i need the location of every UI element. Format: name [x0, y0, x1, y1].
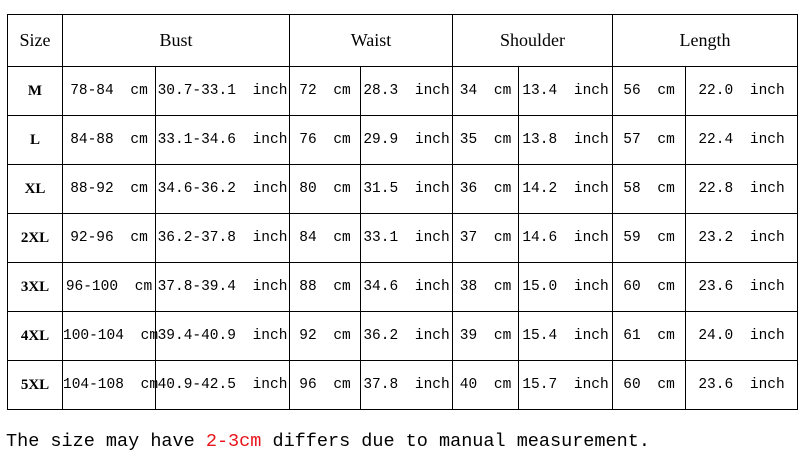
measure-cell: 28.3 inch — [360, 66, 454, 116]
size-cell: 3XL — [7, 262, 63, 312]
header-cell: Size — [7, 14, 63, 67]
header-row: Size Bust Waist Shoulder Length — [7, 14, 799, 67]
measure-cell: 78-84 cm — [62, 66, 156, 116]
measure-cell: 57 cm — [612, 115, 687, 165]
measure-cell: 33.1-34.6 inch — [154, 115, 291, 165]
measure-cell: 84-88 cm — [62, 115, 156, 165]
measure-cell: 14.2 inch — [518, 164, 614, 214]
size-row: XL 88-92 cm 34.6-36.2 inch 80 cm 31.5 inch 36… — [7, 164, 799, 214]
size-row: 2XL 92-96 cm 36.2-37.8 inch 84 cm 33.1 inch 3… — [7, 213, 799, 263]
measure-cell: 23.6 inch — [685, 360, 799, 410]
measure-cell: 92 cm — [289, 311, 362, 361]
measure-cell: 33.1 inch — [360, 213, 454, 263]
header-cell: Length — [612, 14, 799, 67]
measure-cell: 40.9-42.5 inch — [154, 360, 291, 410]
measure-cell: 13.4 inch — [518, 66, 614, 116]
measure-cell: 22.8 inch — [685, 164, 799, 214]
measure-cell: 30.7-33.1 inch — [154, 66, 291, 116]
note: The size may have 2-3cm differs due to m… — [6, 431, 650, 452]
measure-cell: 88-92 cm — [62, 164, 156, 214]
measure-cell: 58 cm — [612, 164, 687, 214]
measure-cell: 34.6-36.2 inch — [154, 164, 291, 214]
measure-cell: 15.0 inch — [518, 262, 614, 312]
size-row: 4XL 100-104 cm 39.4-40.9 inch 92 cm 36.2 inc… — [7, 311, 799, 361]
size-table: Size Bust Waist Shoulder Length M 78-84 cm 30.… — [7, 14, 799, 410]
measure-cell: 36 cm — [452, 164, 520, 214]
measure-cell: 36.2-37.8 inch — [154, 213, 291, 263]
measure-cell: 23.6 inch — [685, 262, 799, 312]
header-cell: Waist — [289, 14, 454, 67]
measure-cell: 31.5 inch — [360, 164, 454, 214]
measure-cell: 72 cm — [289, 66, 362, 116]
measure-cell: 22.0 inch — [685, 66, 799, 116]
measure-cell: 92-96 cm — [62, 213, 156, 263]
measure-cell: 15.7 inch — [518, 360, 614, 410]
measure-cell: 22.4 inch — [685, 115, 799, 165]
measure-cell: 15.4 inch — [518, 311, 614, 361]
measure-cell: 34.6 inch — [360, 262, 454, 312]
measure-cell: 76 cm — [289, 115, 362, 165]
measure-cell: 37 cm — [452, 213, 520, 263]
size-row: 5XL 104-108 cm 40.9-42.5 inch 96 cm 37.8 inc… — [7, 360, 799, 410]
measure-cell: 59 cm — [612, 213, 687, 263]
measure-cell: 100-104 cm — [62, 311, 158, 361]
measure-cell: 13.8 inch — [518, 115, 614, 165]
measure-cell: 84 cm — [289, 213, 362, 263]
measure-cell: 24.0 inch — [685, 311, 799, 361]
measure-cell: 80 cm — [289, 164, 362, 214]
measure-cell: 29.9 inch — [360, 115, 454, 165]
size-row: 3XL 96-100 cm 37.8-39.4 inch 88 cm 34.6 inch… — [7, 262, 799, 312]
measure-cell: 37.8 inch — [360, 360, 454, 410]
measure-cell: 39.4-40.9 inch — [154, 311, 291, 361]
measure-cell: 34 cm — [452, 66, 520, 116]
measure-cell: 60 cm — [612, 360, 687, 410]
measure-cell: 96 cm — [289, 360, 362, 410]
measure-cell: 35 cm — [452, 115, 520, 165]
size-cell: 4XL — [7, 311, 63, 361]
measure-cell: 60 cm — [612, 262, 687, 312]
note-text: The size may have — [6, 431, 206, 452]
measure-cell: 39 cm — [452, 311, 520, 361]
size-cell: 5XL — [7, 360, 63, 410]
header-cell: Bust — [61, 14, 291, 67]
measure-cell: 23.2 inch — [685, 213, 799, 263]
size-cell: 2XL — [7, 213, 63, 263]
size-cell: M — [7, 66, 63, 116]
size-cell: XL — [7, 164, 63, 214]
measure-cell: 88 cm — [289, 262, 362, 312]
header-cell: Shoulder — [452, 14, 614, 67]
measure-cell: 38 cm — [452, 262, 520, 312]
measure-cell: 14.6 inch — [518, 213, 614, 263]
measure-cell: 96-100 cm — [62, 262, 156, 312]
measure-cell: 56 cm — [612, 66, 687, 116]
measure-cell: 61 cm — [612, 311, 687, 361]
measure-cell: 40 cm — [452, 360, 520, 410]
size-cell: L — [7, 115, 63, 165]
size-row: M 78-84 cm 30.7-33.1 inch 72 cm 28.3 inch 34 … — [7, 66, 799, 116]
measure-cell: 37.8-39.4 inch — [154, 262, 291, 312]
size-row: L 84-88 cm 33.1-34.6 inch 76 cm 29.9 inch 35 … — [7, 115, 799, 165]
table-body: M 78-84 cm 30.7-33.1 inch 72 cm 28.3 inch 34 … — [7, 66, 799, 410]
note-highlight: 2-3cm — [205, 431, 262, 452]
measure-cell: 104-108 cm — [62, 360, 158, 410]
measure-cell: 36.2 inch — [360, 311, 454, 361]
note-text: differs due to manual measurement. — [261, 431, 650, 452]
